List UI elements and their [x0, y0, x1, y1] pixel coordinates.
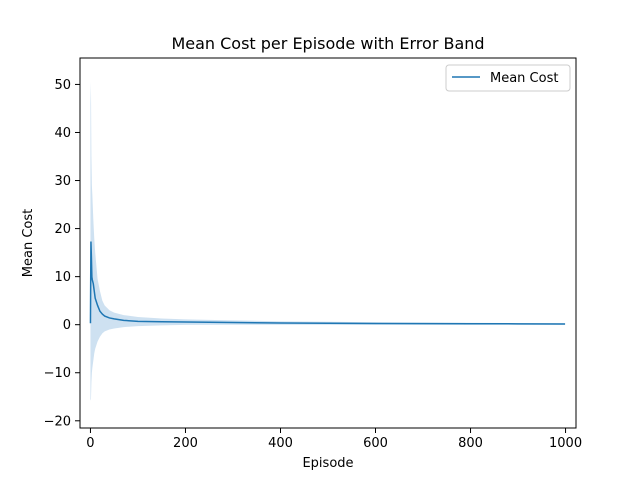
y-axis-label: Mean Cost — [21, 209, 36, 277]
y-axis-ticks: −20 −10 0 10 20 30 40 50 — [44, 78, 80, 429]
legend-box — [445, 64, 571, 92]
x-tick-label: 0 — [86, 436, 94, 451]
x-tick-label: 600 — [363, 436, 388, 451]
x-tick-label: 200 — [173, 436, 198, 451]
chart-title: Mean Cost per Episode with Error Band — [171, 34, 484, 53]
plot-area — [89, 82, 566, 401]
y-tick-label: 50 — [54, 78, 71, 93]
y-tick-label: 0 — [63, 318, 71, 333]
y-tick-label: 10 — [54, 270, 71, 285]
mean-cost-line — [89, 241, 566, 325]
y-tick-label: 40 — [54, 126, 71, 141]
legend-entry-mean-cost: Mean Cost — [490, 71, 558, 86]
y-tick-label: 30 — [54, 174, 71, 189]
axes-frame — [79, 57, 577, 429]
x-tick-label: 1000 — [549, 436, 582, 451]
y-tick-label: −10 — [44, 366, 71, 381]
error-band — [90, 82, 566, 401]
legend: Mean Cost — [445, 64, 571, 92]
x-axis-label: Episode — [302, 456, 353, 471]
x-tick-label: 800 — [458, 436, 483, 451]
x-axis-ticks: 0 200 400 600 800 1000 — [86, 428, 582, 451]
y-tick-label: 20 — [54, 222, 71, 237]
x-tick-label: 400 — [268, 436, 293, 451]
y-tick-label: −20 — [44, 414, 71, 429]
